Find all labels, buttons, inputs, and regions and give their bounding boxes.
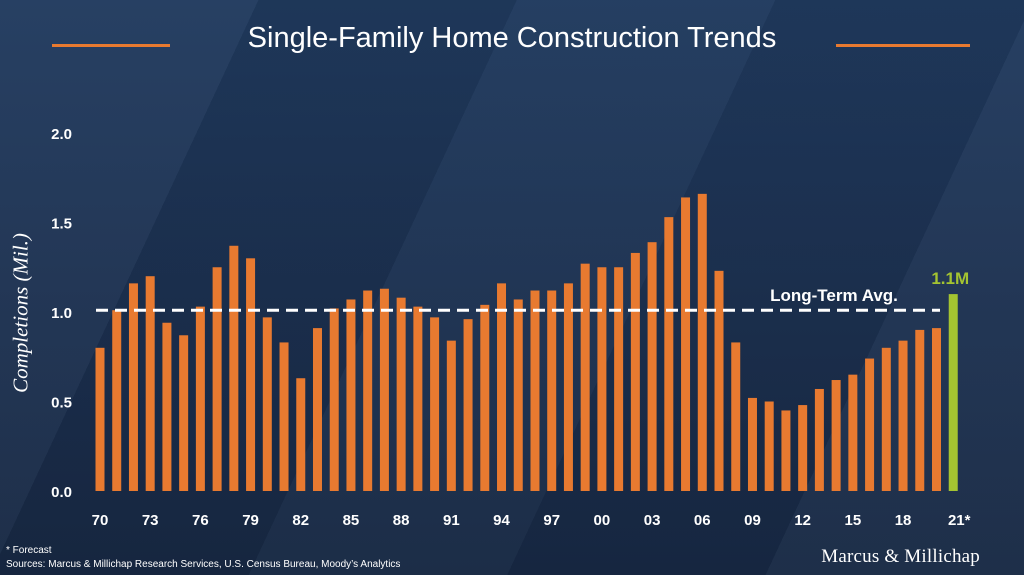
bar-18 <box>898 340 908 491</box>
title-rule-right <box>836 44 970 47</box>
bar-08 <box>731 342 741 491</box>
bar-12 <box>798 405 808 491</box>
bar-02 <box>630 252 640 491</box>
bar-07 <box>714 270 724 491</box>
bar-97 <box>547 290 557 491</box>
y-axis-title: Completions (Mil.) <box>8 233 33 393</box>
x-tick-label: 94 <box>493 512 510 529</box>
bar-75 <box>179 335 189 491</box>
bar-86 <box>363 290 373 491</box>
bar-79 <box>246 258 256 491</box>
bar-04 <box>664 217 674 491</box>
x-tick-label: 73 <box>142 512 159 529</box>
bar-73 <box>145 276 155 491</box>
bar-77 <box>212 267 222 491</box>
bar-94 <box>497 283 507 491</box>
y-tick-label: 2.0 <box>51 126 72 143</box>
bar-00 <box>597 267 607 491</box>
forecast-annotation: 1.1M <box>931 269 969 288</box>
bar-06 <box>697 193 707 492</box>
bar-83 <box>312 328 322 491</box>
bar-99 <box>580 263 590 491</box>
bar-13 <box>814 388 824 491</box>
x-tick-label: 06 <box>694 512 711 529</box>
bar-70 <box>95 347 105 491</box>
x-tick-label: 76 <box>192 512 209 529</box>
x-tick-label: 91 <box>443 512 460 529</box>
company-logo: Marcus & Millichap <box>821 546 980 567</box>
bar-87 <box>379 288 389 491</box>
bar-17 <box>881 347 891 491</box>
bar-03 <box>647 242 657 491</box>
bar-80 <box>262 317 272 491</box>
bar-15 <box>848 374 858 491</box>
x-tick-label: 88 <box>393 512 410 529</box>
bar-89 <box>413 306 423 491</box>
bar-20 <box>932 328 941 491</box>
x-tick-label: 97 <box>543 512 560 529</box>
y-tick-label: 1.5 <box>51 216 72 233</box>
page-title: Single-Family Home Construction Trends <box>247 22 777 54</box>
x-tick-label: 03 <box>644 512 661 529</box>
bar-92 <box>463 319 473 491</box>
x-tick-label: 79 <box>242 512 259 529</box>
bar-88 <box>396 297 406 491</box>
y-tick-label: 1.0 <box>51 305 72 322</box>
bar-91 <box>446 340 456 491</box>
bar-10 <box>764 401 774 491</box>
y-tick-label: 0.0 <box>51 484 72 501</box>
x-tick-label: 70 <box>92 512 109 529</box>
forecast-bar-21* <box>948 294 958 491</box>
x-tick-label: 82 <box>292 512 309 529</box>
x-tick-label: 15 <box>845 512 862 529</box>
bar-90 <box>430 317 440 491</box>
bar-85 <box>346 299 356 491</box>
bar-74 <box>162 322 172 491</box>
bar-05 <box>681 197 691 491</box>
x-tick-label: 18 <box>895 512 912 529</box>
bar-14 <box>831 380 841 491</box>
bar-19 <box>915 329 925 491</box>
x-tick-label: 09 <box>744 512 761 529</box>
bar-16 <box>865 358 875 491</box>
sources-note: Sources: Marcus & Millichap Research Ser… <box>6 559 401 570</box>
bar-01 <box>614 267 624 491</box>
bar-81 <box>279 342 289 491</box>
bar-71 <box>112 310 122 491</box>
bar-96 <box>530 290 540 491</box>
bar-09 <box>747 397 757 491</box>
bar-95 <box>513 299 523 491</box>
title-rule-left <box>52 44 170 47</box>
bar-11 <box>781 410 791 491</box>
x-tick-label: 21* <box>948 512 971 529</box>
bar-78 <box>229 245 239 491</box>
bar-98 <box>563 283 573 491</box>
long-term-average-label: Long-Term Avg. <box>770 286 898 305</box>
bar-93 <box>480 304 490 491</box>
x-tick-label: 00 <box>594 512 611 529</box>
y-tick-label: 0.5 <box>51 395 72 412</box>
bar-84 <box>329 308 339 491</box>
x-tick-label: 85 <box>343 512 360 529</box>
bar-82 <box>296 378 306 491</box>
x-tick-label: 12 <box>794 512 811 529</box>
forecast-note: * Forecast <box>6 545 52 556</box>
bar-72 <box>128 283 138 491</box>
bar-76 <box>195 306 205 491</box>
